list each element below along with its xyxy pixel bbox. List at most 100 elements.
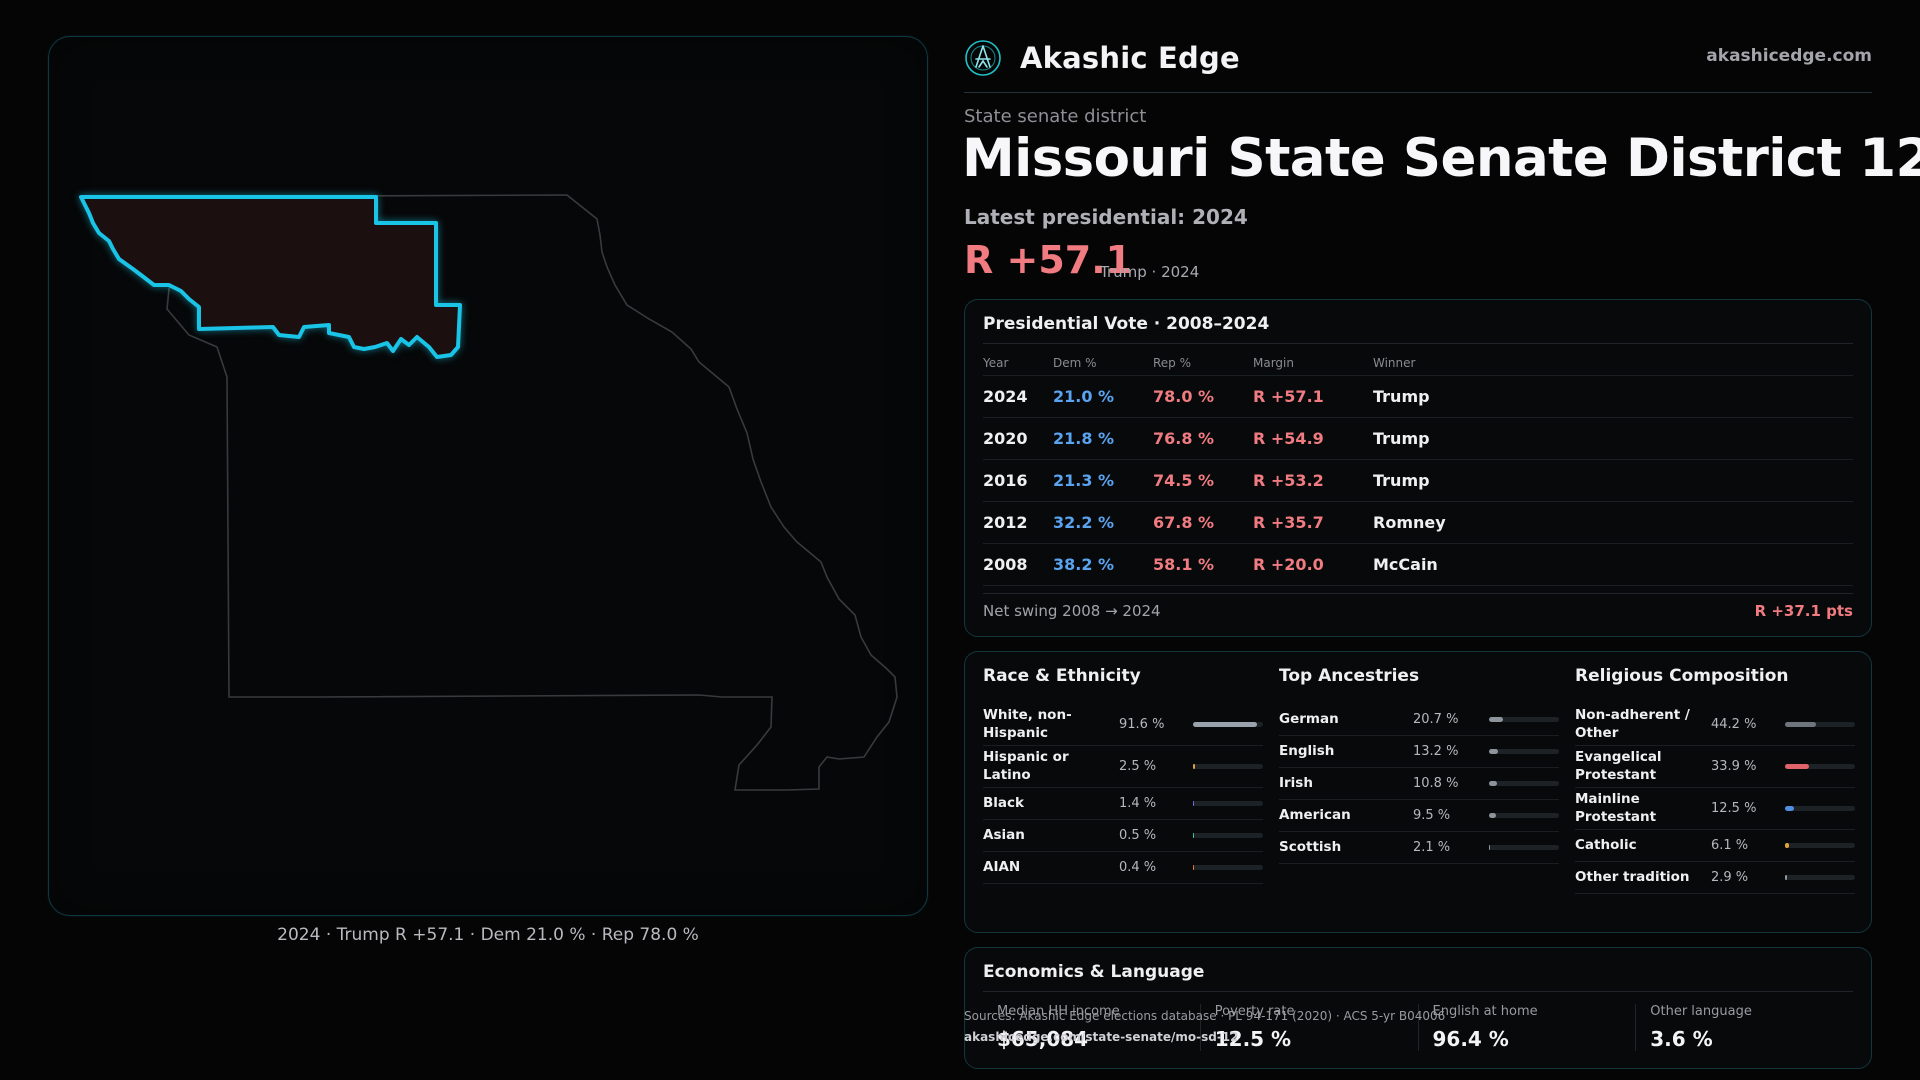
race-bar-fill bbox=[1193, 764, 1195, 770]
cell-margin: R +53.2 bbox=[1253, 471, 1324, 490]
district-map-panel bbox=[48, 36, 928, 916]
column-header-rep: Rep % bbox=[1153, 355, 1192, 370]
cell-winner: Romney bbox=[1373, 513, 1446, 532]
ancestries-title: Top Ancestries bbox=[1279, 666, 1420, 686]
race-value: 91.6 % bbox=[1119, 717, 1165, 733]
source-url-link[interactable]: akashicedge.com/state-senate/mo-sd-12 bbox=[964, 1030, 1239, 1044]
header-divider bbox=[964, 92, 1872, 93]
religion-title: Religious Composition bbox=[1575, 666, 1789, 686]
cell-dem: 32.2 % bbox=[1053, 513, 1115, 532]
ancestry-bar bbox=[1489, 717, 1559, 722]
race-row: Asian 0.5 % bbox=[983, 820, 1263, 853]
page-title: Missouri State Senate District 12 bbox=[962, 128, 1920, 189]
ancestry-row: Irish 10.8 % bbox=[1279, 768, 1559, 800]
brand[interactable]: Akashic Edge bbox=[964, 38, 1240, 78]
cell-winner: McCain bbox=[1373, 555, 1438, 574]
stat-other-language: Other language 3.6 % bbox=[1636, 1004, 1853, 1051]
state-outline bbox=[79, 194, 898, 791]
cell-margin: R +20.0 bbox=[1253, 555, 1324, 574]
ancestry-row: English 13.2 % bbox=[1279, 736, 1559, 768]
race-bar bbox=[1193, 865, 1263, 871]
religion-row: Non-adherent / Other 44.2 % bbox=[1575, 704, 1855, 747]
stat-label: Other language bbox=[1650, 1004, 1752, 1019]
ancestries-section: Top Ancestries German 20.7 % English 13.… bbox=[1279, 666, 1559, 864]
religion-label: Mainline Protestant bbox=[1575, 791, 1657, 825]
ancestry-bar-fill bbox=[1489, 781, 1497, 786]
ancestry-row: German 20.7 % bbox=[1279, 704, 1559, 736]
ancestry-label: English bbox=[1279, 742, 1335, 759]
cell-margin: R +54.9 bbox=[1253, 429, 1324, 448]
race-label: AIAN bbox=[983, 858, 1021, 875]
cell-year: 2024 bbox=[983, 387, 1028, 406]
religion-bar-fill bbox=[1785, 722, 1816, 728]
ancestry-value: 10.8 % bbox=[1413, 776, 1459, 791]
race-value: 2.5 % bbox=[1119, 759, 1157, 775]
district-type-label: State senate district bbox=[964, 106, 1147, 127]
race-bar bbox=[1193, 764, 1263, 770]
district-12-shape[interactable] bbox=[79, 195, 462, 359]
cell-dem: 21.0 % bbox=[1053, 387, 1115, 406]
religion-label: Other tradition bbox=[1575, 869, 1690, 885]
divider bbox=[983, 991, 1853, 992]
ancestry-label: American bbox=[1279, 806, 1351, 823]
religion-row: Catholic 6.1 % bbox=[1575, 830, 1855, 863]
ancestry-value: 20.7 % bbox=[1413, 712, 1459, 727]
religion-bar bbox=[1785, 722, 1855, 728]
stat-value: 3.6 % bbox=[1650, 1027, 1713, 1051]
ancestry-bar-fill bbox=[1489, 813, 1496, 818]
column-header-winner: Winner bbox=[1373, 355, 1416, 370]
net-swing-label: Net swing 2008 → 2024 bbox=[983, 602, 1161, 620]
cell-dem: 38.2 % bbox=[1053, 555, 1115, 574]
cell-winner: Trump bbox=[1373, 471, 1430, 490]
race-label: White, non-Hispanic bbox=[983, 707, 1072, 741]
race-value: 0.4 % bbox=[1119, 860, 1157, 876]
column-header-margin: Margin bbox=[1253, 355, 1294, 370]
race-row: Black 1.4 % bbox=[983, 788, 1263, 821]
table-row: 2016 21.3 % 74.5 % R +53.2 Trump bbox=[983, 460, 1853, 502]
economics-grid: Median HH income $65,084 Poverty rate 12… bbox=[983, 1004, 1853, 1051]
net-swing-value: R +37.1 pts bbox=[1754, 602, 1853, 620]
economics-language-card: Economics & Language Median HH income $6… bbox=[964, 947, 1872, 1069]
stat-value: 12.5 % bbox=[1214, 1027, 1292, 1051]
stat-median-income: Median HH income $65,084 bbox=[983, 1004, 1201, 1051]
religion-bar-fill bbox=[1785, 806, 1794, 812]
stat-label: Poverty rate bbox=[1214, 1004, 1295, 1019]
column-header-dem: Dem % bbox=[1053, 355, 1097, 370]
race-row: White, non-Hispanic 91.6 % bbox=[983, 704, 1263, 747]
district-map bbox=[79, 194, 898, 791]
cell-winner: Trump bbox=[1373, 429, 1430, 448]
divider bbox=[983, 343, 1853, 344]
ancestry-bar-fill bbox=[1489, 845, 1491, 850]
cell-rep: 58.1 % bbox=[1153, 555, 1215, 574]
ancestry-row: American 9.5 % bbox=[1279, 800, 1559, 832]
ancestry-bar-fill bbox=[1489, 717, 1504, 722]
ancestry-label: Scottish bbox=[1279, 838, 1342, 855]
table-row: 2012 32.2 % 67.8 % R +35.7 Romney bbox=[983, 502, 1853, 544]
latest-presidential-label: Latest presidential: 2024 bbox=[964, 205, 1248, 229]
cell-year: 2020 bbox=[983, 429, 1028, 448]
religion-label: Catholic bbox=[1575, 837, 1637, 853]
ancestry-value: 9.5 % bbox=[1413, 808, 1451, 823]
race-row: Hispanic or Latino 2.5 % bbox=[983, 746, 1263, 789]
ancestry-bar bbox=[1489, 813, 1559, 818]
religion-label: Non-adherent / Other bbox=[1575, 707, 1690, 741]
cell-rep: 74.5 % bbox=[1153, 471, 1215, 490]
religion-bar bbox=[1785, 764, 1855, 770]
demographics-card: Race & Ethnicity White, non-Hispanic 91.… bbox=[964, 651, 1872, 933]
ancestry-label: Irish bbox=[1279, 774, 1313, 791]
latest-margin-value: R +57.1 bbox=[964, 238, 1133, 282]
stat-value: 96.4 % bbox=[1432, 1027, 1509, 1051]
religion-value: 12.5 % bbox=[1711, 801, 1757, 817]
ancestry-bar-fill bbox=[1489, 749, 1499, 754]
ancestry-row: Scottish 2.1 % bbox=[1279, 832, 1559, 864]
religion-label: Evangelical Protestant bbox=[1575, 749, 1662, 783]
cell-rep: 67.8 % bbox=[1153, 513, 1215, 532]
race-label: Hispanic or Latino bbox=[983, 749, 1069, 783]
race-label: Black bbox=[983, 794, 1025, 811]
stat-value: $65,084 bbox=[997, 1027, 1089, 1051]
race-bar-fill bbox=[1193, 801, 1195, 807]
map-caption: 2024 · Trump R +57.1 · Dem 21.0 % · Rep … bbox=[277, 925, 699, 945]
ancestry-bar bbox=[1489, 845, 1559, 850]
brand-url-link[interactable]: akashicedge.com bbox=[1706, 46, 1872, 66]
presidential-vote-card: Presidential Vote · 2008–2024 Year Dem %… bbox=[964, 299, 1872, 637]
